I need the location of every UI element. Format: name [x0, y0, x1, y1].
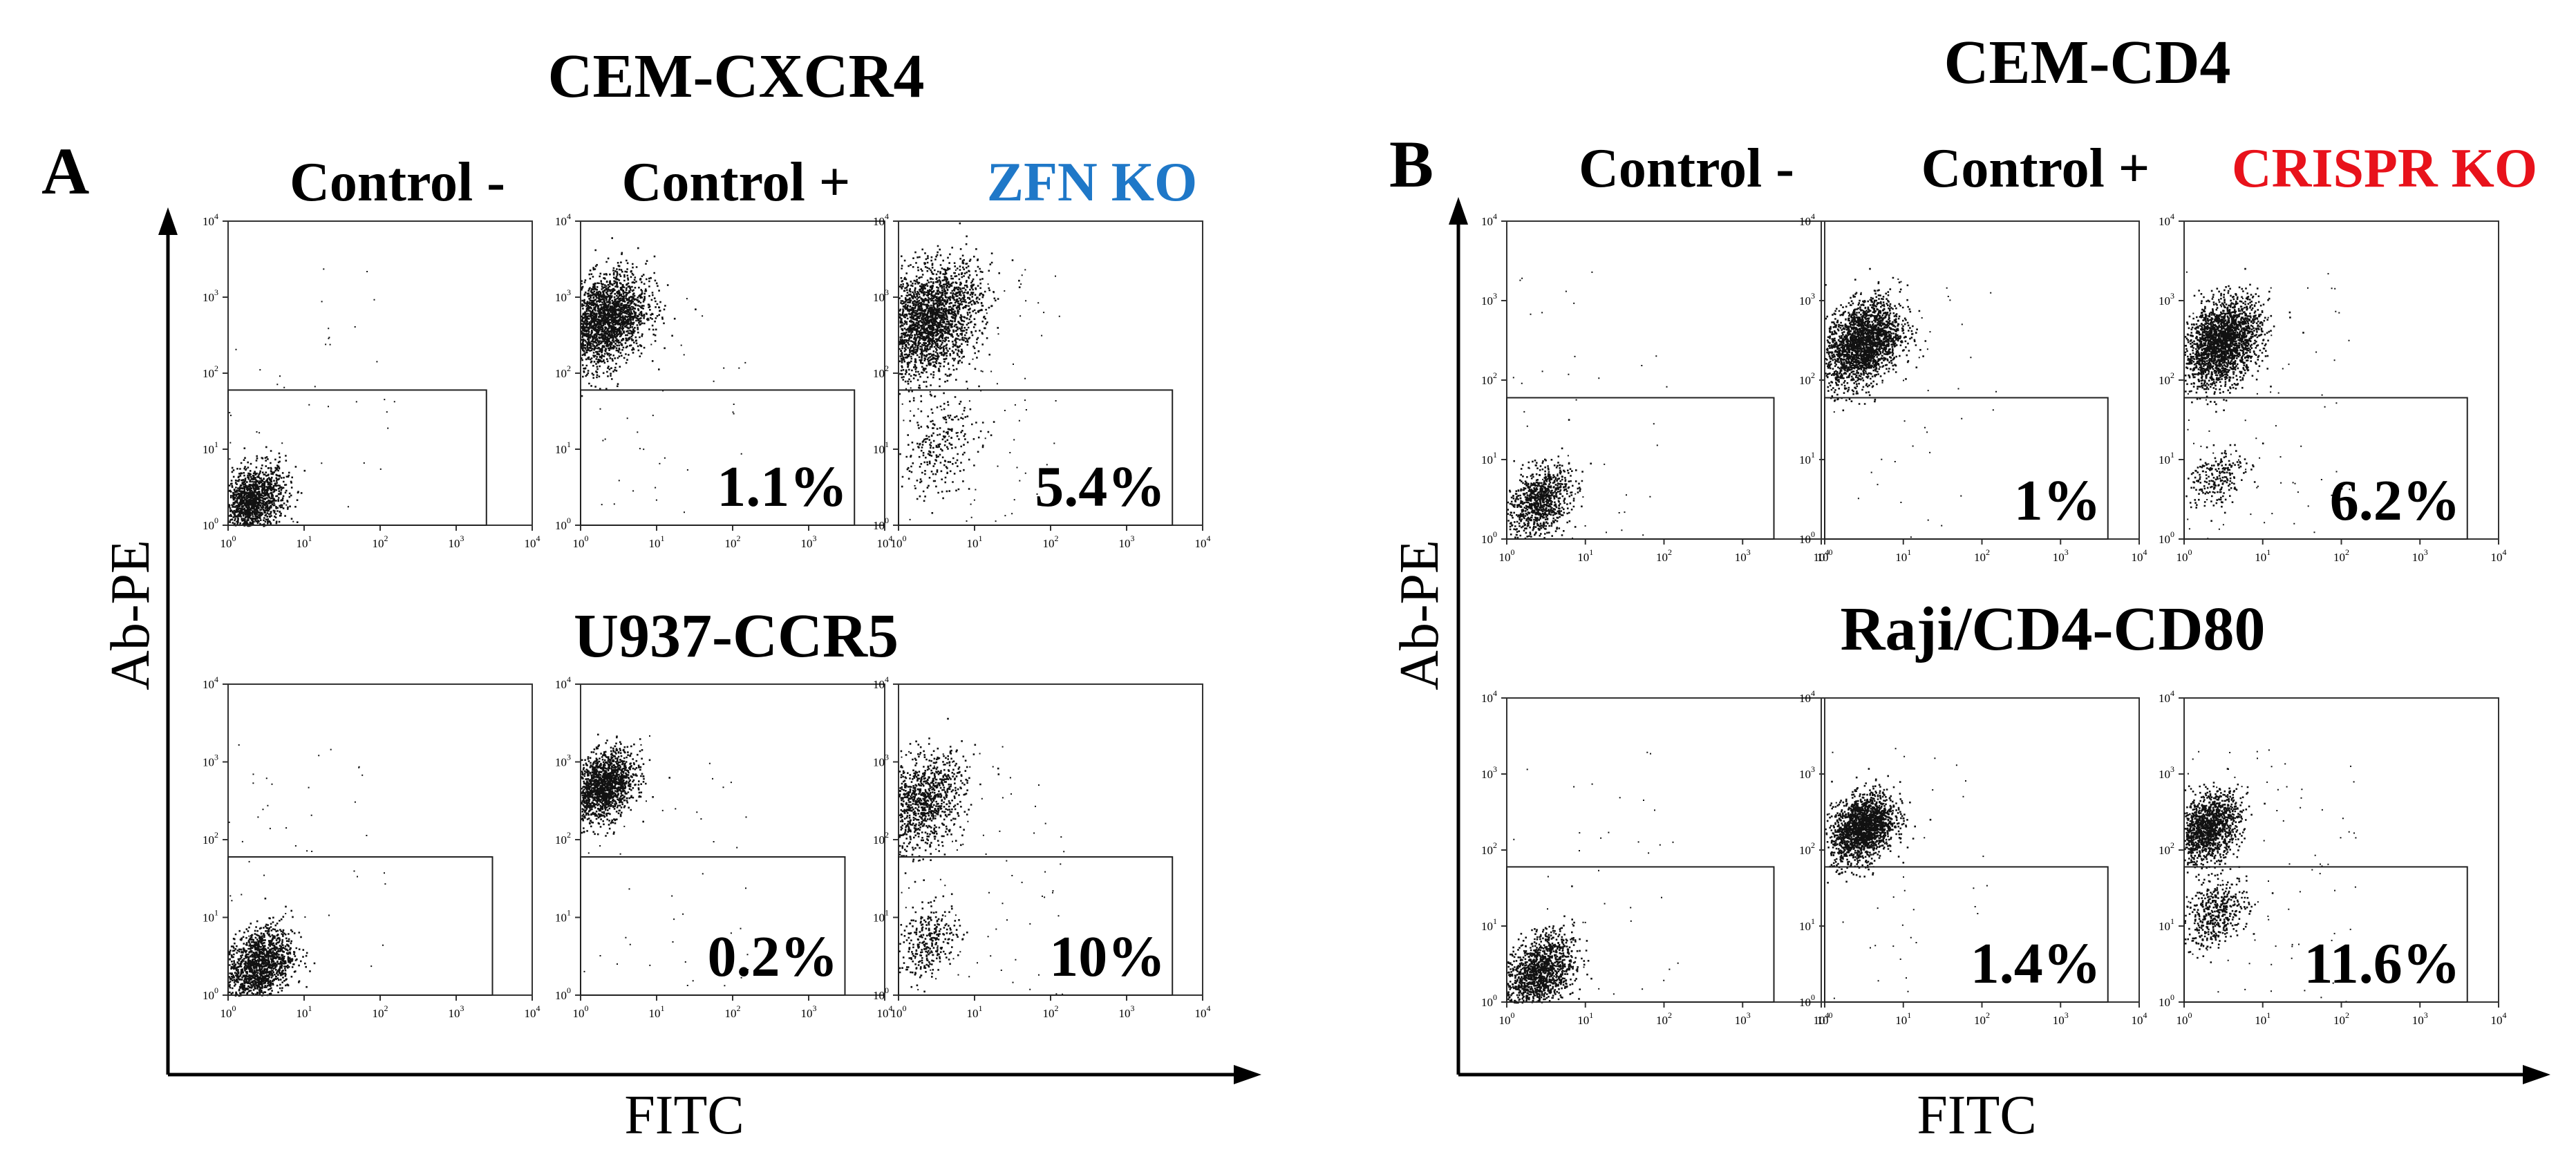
- gate-percent-label: 5.4%: [1035, 455, 1165, 519]
- gate-percent-label: 11.6%: [2304, 932, 2460, 996]
- gate-percent-label: 1.4%: [1971, 932, 2101, 996]
- cell-population-0: [581, 237, 746, 513]
- gate-region: [1506, 866, 1775, 1003]
- panel-b-x-axis-label: FITC: [1917, 1085, 2036, 1146]
- gate-region: [1824, 866, 2109, 1003]
- cell-population-0: [1507, 751, 1679, 1004]
- panel-b-x-arrowhead: [2523, 1065, 2550, 1084]
- cell-population-0: [2184, 749, 2357, 999]
- panel-b-y-axis-label: Ab-PE: [1389, 540, 1450, 690]
- panel-a-plots: 1001001011011021021031031041041001001011…: [203, 211, 1211, 1020]
- panel-a-column-header-2: Control +: [622, 152, 851, 213]
- gate-percent-label: 1%: [2014, 469, 2101, 533]
- panel-b-y-arrowhead: [1449, 197, 1468, 225]
- panel-b-title: CEM-CD4: [1944, 28, 2231, 97]
- panel-a-y-axis-label: Ab-PE: [100, 540, 161, 690]
- panel-a-title: CEM-CXCR4: [548, 42, 925, 111]
- gate-percent-label: 10%: [1049, 925, 1165, 989]
- cell-population-0: [581, 733, 749, 987]
- panel-a-second-title: U937-CCR5: [574, 602, 899, 670]
- gate-region: [227, 856, 493, 997]
- panel-a-column-header-3: ZFN KO: [987, 152, 1197, 213]
- panel-a-letter: A: [41, 134, 89, 208]
- gate-region: [898, 856, 1174, 997]
- panel-a-x-axis-label: FITC: [624, 1085, 744, 1146]
- gate-region: [1506, 397, 1775, 540]
- cell-population-0: [899, 222, 1057, 522]
- panel-b-second-title: Raji/CD4-CD80: [1841, 595, 2266, 663]
- cell-population-1: [2185, 271, 2351, 540]
- gate-region: [1824, 397, 2109, 540]
- gate-region: [227, 389, 487, 527]
- panel-a: CEM-CXCR4 A Control - Control + ZFN KO U…: [41, 42, 1261, 1146]
- panel-a-y-arrowhead: [158, 207, 178, 235]
- gate-percent-label: 0.2%: [707, 925, 838, 989]
- gate-region: [580, 856, 846, 997]
- panel-a-column-header-1: Control -: [290, 152, 505, 213]
- panel-b-column-header-1: Control -: [1579, 138, 1794, 199]
- cell-population-0: [1825, 748, 1988, 999]
- gate-region: [2183, 866, 2468, 1003]
- panel-b-letter: B: [1389, 127, 1433, 201]
- panel-b-column-header-2: Control +: [1921, 138, 2150, 199]
- gate-percent-label: 1.1%: [717, 455, 847, 519]
- cell-population-0: [228, 744, 386, 997]
- panel-b-column-header-3: CRISPR KO: [2232, 138, 2537, 199]
- cell-population-0: [1825, 267, 1997, 538]
- gate-region: [2183, 397, 2468, 540]
- panel-a-x-arrowhead: [1234, 1065, 1261, 1084]
- cell-population-0: [899, 717, 1065, 978]
- cell-population-0: [2184, 267, 2350, 525]
- gate-region: [898, 389, 1174, 527]
- cell-population-0: [228, 268, 395, 527]
- gate-percent-label: 6.2%: [2330, 469, 2461, 533]
- gate-region: [580, 389, 856, 527]
